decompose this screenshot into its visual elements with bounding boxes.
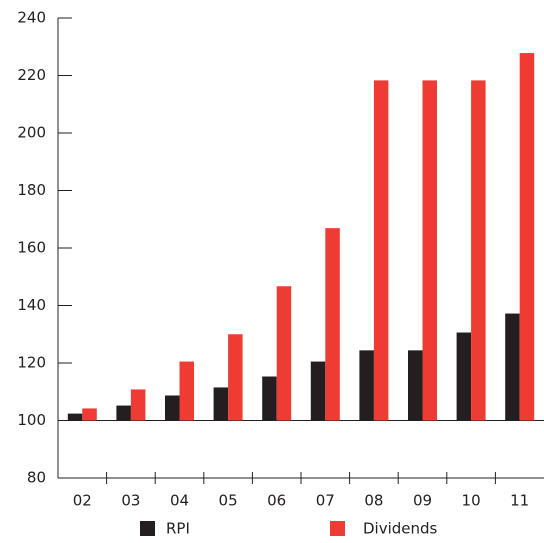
bar [276,286,292,421]
bar [165,395,180,421]
bar [262,376,277,421]
x-tick-label: 09 [413,492,432,510]
bar [213,387,229,421]
bar [67,413,83,421]
bar [179,361,194,421]
x-tick-label: 03 [121,492,140,510]
x-tick-label: 07 [316,492,335,510]
legend-label: Dividends [363,520,438,538]
bar [519,53,535,421]
x-tick-label: 02 [73,492,92,510]
y-tick-label: 140 [17,296,46,314]
y-tick-label: 220 [17,66,46,84]
bar [456,332,472,421]
bar [228,334,243,421]
y-tick-label: 180 [17,181,46,199]
y-tick-label: 160 [17,239,46,257]
bar [116,405,131,421]
y-tick-label: 200 [17,124,46,142]
x-tick-label: 08 [364,492,383,510]
bar [359,350,374,421]
y-tick-label: 80 [27,469,46,487]
x-tick-label: 06 [267,492,286,510]
x-tick-label: 04 [170,492,189,510]
legend-swatch [140,521,155,536]
legend-swatch [330,521,345,536]
x-tick-label: 11 [510,492,529,510]
bar [82,408,97,421]
bar [325,228,340,421]
bar [310,361,326,421]
y-tick-label: 100 [17,411,46,429]
bar [408,350,423,421]
bar [130,389,146,421]
bar [373,80,389,421]
y-tick-label: 240 [17,9,46,27]
bar [422,80,437,421]
y-tick-label: 120 [17,354,46,372]
x-tick-label: 05 [219,492,238,510]
legend-label: RPI [166,520,190,538]
x-tick-label: 10 [462,492,481,510]
bar [471,80,486,421]
bar [505,313,520,421]
